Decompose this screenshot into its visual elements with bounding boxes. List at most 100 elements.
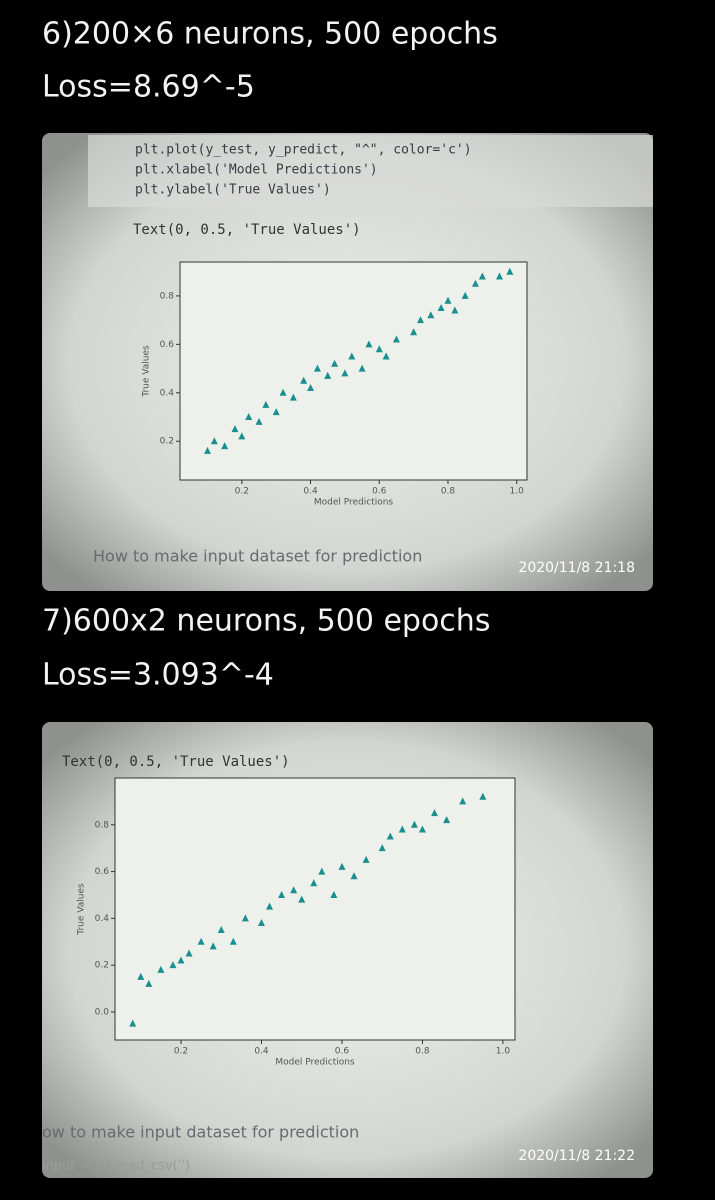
point — [221, 442, 229, 450]
point — [496, 272, 504, 280]
plot-frame — [179, 261, 528, 481]
x-tick-label: 0.6 — [335, 1047, 350, 1057]
point — [324, 371, 332, 379]
message-loss: Loss=8.69^-5 — [42, 70, 255, 105]
point — [427, 311, 435, 319]
y-tick-label: 0.2 — [160, 437, 174, 447]
point — [398, 825, 406, 833]
point — [266, 902, 274, 910]
point — [375, 345, 383, 353]
y-tick-label: 0.6 — [95, 867, 110, 877]
point — [416, 316, 424, 324]
y-tick-label: 0.4 — [160, 388, 175, 398]
x-tick-label: 0.8 — [415, 1047, 430, 1057]
point — [378, 844, 386, 852]
point — [177, 956, 185, 964]
x-tick-label: 1.0 — [510, 487, 525, 497]
point — [129, 1019, 137, 1027]
point — [241, 914, 249, 922]
message-title: 6)200×6 neurons, 500 epochs — [42, 17, 498, 52]
point — [386, 832, 394, 840]
point — [231, 425, 239, 433]
point — [209, 942, 217, 950]
y-tick-label: 0.4 — [95, 914, 110, 924]
point — [478, 272, 486, 280]
point — [418, 825, 426, 833]
x-tick-label: 1.0 — [496, 1047, 511, 1057]
point — [272, 408, 280, 416]
x-tick-label: 0.4 — [303, 487, 318, 497]
point — [313, 364, 321, 372]
point — [392, 335, 400, 343]
x-tick-label: 0.4 — [254, 1047, 269, 1057]
code-line: input = pd.read_csv('') — [42, 1159, 190, 1174]
point — [290, 886, 298, 894]
photo: Text(0, 0.5, 'True Values') 0.2 0.4 0.6 0.8 1… — [42, 722, 653, 1178]
point — [137, 972, 145, 980]
plot-frame — [114, 777, 516, 1041]
point — [197, 937, 205, 945]
x-tick-label: 0.6 — [372, 487, 387, 497]
point — [461, 291, 469, 299]
x-axis-label: Model Predictions — [314, 498, 394, 508]
x-axis-label: Model Predictions — [275, 1058, 355, 1068]
y-axis-label: True Values — [142, 345, 152, 398]
point — [298, 895, 306, 903]
y-axis-label: True Values — [77, 883, 87, 936]
point — [310, 879, 318, 887]
code-line: plt.xlabel('Model Predictions') — [135, 163, 378, 178]
point — [257, 919, 265, 927]
point — [217, 926, 225, 934]
point — [443, 816, 451, 824]
code-line: plt.ylabel('True Values') — [135, 183, 331, 198]
point — [479, 792, 487, 800]
y-tick-label: 0.0 — [95, 1007, 110, 1017]
point — [341, 369, 349, 377]
point — [203, 446, 211, 454]
point — [350, 872, 358, 880]
point — [300, 376, 308, 384]
point — [238, 432, 246, 440]
point — [451, 306, 459, 314]
point — [210, 437, 218, 445]
timestamp: 2020/11/8 21:18 — [518, 560, 635, 576]
point — [348, 352, 356, 360]
point — [362, 855, 370, 863]
message-title: 7)600x2 neurons, 500 epochs — [42, 604, 490, 639]
photo: plt.plot(y_test, y_predict, "^", color='… — [42, 133, 653, 591]
point — [279, 388, 287, 396]
y-tick-label: 0.8 — [160, 291, 175, 301]
point — [358, 364, 366, 372]
point — [410, 820, 418, 828]
timestamp: 2020/11/8 21:22 — [518, 1148, 635, 1164]
point — [365, 340, 373, 348]
point — [245, 413, 253, 421]
point — [169, 961, 177, 969]
point — [431, 809, 439, 817]
point — [262, 400, 270, 408]
point — [278, 890, 286, 898]
point — [157, 965, 165, 973]
point — [229, 937, 237, 945]
point — [506, 267, 514, 275]
message-loss: Loss=3.093^-4 — [42, 658, 274, 693]
point — [382, 352, 390, 360]
x-tick-label: 0.2 — [174, 1047, 188, 1057]
y-tick-label: 0.2 — [95, 961, 109, 971]
x-tick-label: 0.8 — [441, 487, 456, 497]
point — [330, 890, 338, 898]
point — [471, 279, 479, 287]
point — [307, 383, 315, 391]
cell-output: Text(0, 0.5, 'True Values') — [133, 222, 361, 238]
point — [145, 979, 153, 987]
point — [444, 296, 452, 304]
point — [255, 417, 263, 425]
point — [289, 393, 297, 401]
cell-output: Text(0, 0.5, 'True Values') — [62, 754, 290, 770]
code-line: plt.plot(y_test, y_predict, "^", color='… — [135, 143, 472, 158]
code-cell — [88, 135, 653, 207]
photo-caption: ow to make input dataset for prediction — [42, 1123, 359, 1142]
point — [437, 304, 445, 312]
